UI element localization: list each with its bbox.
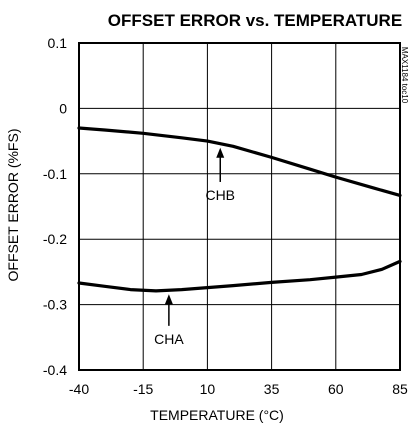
series-lines bbox=[77, 126, 402, 293]
gridlines bbox=[78, 42, 401, 371]
x-tick-label: 85 bbox=[392, 381, 408, 397]
x-tick-label: 35 bbox=[264, 381, 280, 397]
annotation-label-cha: CHA bbox=[154, 331, 184, 347]
annotations: CHB CHA bbox=[154, 147, 235, 347]
y-tick-label: -0.1 bbox=[43, 166, 67, 182]
x-tick-label: 10 bbox=[200, 381, 216, 397]
y-tick-label: 0 bbox=[59, 100, 67, 116]
y-axis-ticks: 0.1 0 -0.1 -0.2 -0.3 -0.4 bbox=[43, 35, 67, 378]
annotation-arrow-head bbox=[216, 147, 225, 158]
series-line-chb bbox=[77, 126, 402, 197]
y-tick-label: -0.2 bbox=[43, 231, 67, 247]
x-tick-label: 60 bbox=[328, 381, 344, 397]
y-tick-label: -0.4 bbox=[43, 362, 67, 378]
annotation-label-chb: CHB bbox=[205, 187, 235, 203]
x-tick-label: -40 bbox=[69, 381, 89, 397]
y-tick-label: 0.1 bbox=[48, 35, 68, 51]
y-tick-label: -0.3 bbox=[43, 297, 67, 313]
x-axis-label: TEMPERATURE (°C) bbox=[150, 407, 284, 423]
plot-area bbox=[78, 42, 401, 371]
annotation-arrow-head bbox=[164, 294, 173, 305]
y-axis-label: OFFSET ERROR (%FS) bbox=[5, 129, 21, 282]
x-axis-ticks: -40 -15 10 35 60 85 bbox=[69, 381, 408, 397]
x-tick-label: -15 bbox=[133, 381, 153, 397]
figure-id-label: MAX1184 toc10 bbox=[400, 47, 409, 104]
chart-title: OFFSET ERROR vs. TEMPERATURE bbox=[108, 11, 402, 30]
series-line-cha bbox=[77, 259, 402, 293]
